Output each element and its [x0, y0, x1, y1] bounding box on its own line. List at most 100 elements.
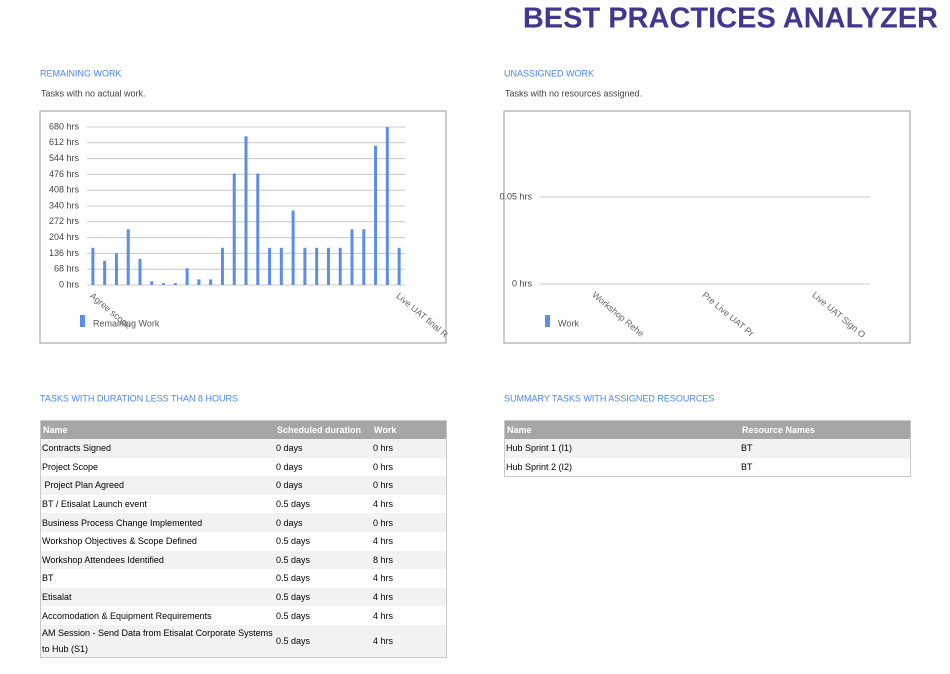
bar: [303, 247, 307, 285]
bar: [103, 260, 107, 285]
table-cell: Workshop Objectives & Scope Defined: [42, 536, 197, 547]
y-tick-label: 68 hrs: [54, 264, 80, 274]
y-tick-label: 0 hrs: [512, 278, 533, 288]
y-tick-label: 680 hrs: [49, 121, 80, 131]
table-cell: 4 hrs: [373, 573, 394, 584]
bar: [232, 173, 236, 285]
bar: [150, 281, 154, 285]
table-cell: 0.5 days: [275, 587, 372, 607]
chart-frame: [39, 110, 447, 344]
y-tick-label: 136 hrs: [49, 248, 80, 258]
table: Name Resource Names Hub Sprint 1 (I1) BT Hub…: [504, 420, 911, 478]
table-cell: Project Plan Agreed: [41, 476, 275, 495]
bar: [291, 210, 295, 285]
y-tick-label: 612 hrs: [49, 137, 80, 147]
table-cell: 4 hrs: [373, 536, 394, 547]
table-cell: 0 days: [275, 476, 372, 495]
bar: [385, 127, 389, 285]
table-cell: Workshop Attendees Identified: [41, 550, 275, 570]
table-cell: BT: [42, 573, 54, 584]
legend-swatch: [80, 315, 85, 327]
bar: [114, 253, 118, 285]
table-cell: 4 hrs: [373, 610, 394, 621]
y-tick-label: 476 hrs: [49, 169, 80, 179]
table-cell: 4 hrs: [372, 624, 446, 657]
bar: [397, 247, 401, 285]
table-grid: Name Resource Names Hub Sprint 1 (I1) BT Hub…: [505, 421, 910, 476]
report-title: BEST PRACTICES ANALYZER: [523, 3, 938, 35]
x-tick-label: Workshop Rehe: [590, 290, 646, 339]
table-cell: 0 hrs: [372, 439, 446, 458]
column-header: Scheduled duration: [275, 421, 372, 439]
bar: [185, 268, 189, 285]
table-cell: Contracts Signed: [41, 439, 275, 458]
table-grid: Name Scheduled duration Work Contracts Sign…: [41, 421, 446, 657]
y-tick-label: 340 hrs: [49, 200, 80, 210]
table-cell: BT: [740, 439, 910, 458]
table-cell: Accomodation & Equipment Requirements: [42, 610, 212, 621]
table-cell: Hub Sprint 1 (I1): [505, 439, 740, 458]
table-cell: Hub Sprint 2 (I2): [506, 461, 573, 472]
bar: [173, 283, 177, 285]
bar: [362, 229, 366, 285]
x-tick-label: Live UAT Sign O: [810, 290, 867, 340]
chart-frame: [503, 110, 911, 344]
table-cell: Project Scope: [42, 461, 99, 472]
bar: [197, 279, 201, 285]
bar: [350, 229, 354, 285]
y-tick-label: 272 hrs: [49, 216, 80, 226]
section-subtitle: Tasks with no resources assigned.: [505, 88, 642, 98]
bar: [220, 247, 224, 285]
table-cell: 0.5 days: [275, 550, 372, 570]
bar: [162, 283, 166, 285]
column-header: Work: [372, 421, 446, 439]
y-tick-label: 544 hrs: [49, 153, 80, 163]
column-header: Name: [505, 421, 740, 439]
table-cell: 0 hrs: [373, 461, 394, 472]
table-cell: 4 hrs: [372, 587, 446, 607]
table-cell: 4 hrs: [373, 499, 394, 510]
legend-label: Work: [558, 318, 579, 328]
table-cell: 0.5 days: [275, 624, 372, 657]
bar: [256, 173, 260, 285]
table-cell: 0.5 days: [276, 536, 311, 547]
table-cell: 0.5 days: [276, 499, 311, 510]
section-title: TASKS WITH DURATION LESS THAN 8 HOURS: [40, 393, 238, 403]
legend-swatch: [545, 315, 550, 327]
table-cell: Business Process Change Implemented: [41, 513, 275, 532]
table-cell: 0 days: [275, 513, 372, 532]
column-header: Name: [41, 421, 275, 439]
column-header: Resource Names: [740, 421, 910, 439]
bar: [338, 247, 342, 285]
bar: [374, 145, 378, 285]
x-tick-label: Live UAT final R: [394, 291, 450, 340]
table-cell: 8 hrs: [372, 550, 446, 570]
section-subtitle: Tasks with no actual work.: [41, 88, 146, 98]
section-title: SUMMARY TASKS WITH ASSIGNED RESOURCES: [504, 393, 714, 403]
table-cell: 0 hrs: [372, 513, 446, 532]
table-cell: BT: [741, 461, 753, 472]
x-tick-label: Pre Live UAT Pr: [700, 290, 756, 339]
y-tick-label: 0.05 hrs: [499, 191, 532, 201]
table-cell: 0 days: [276, 461, 303, 472]
section-title: UNASSIGNED WORK: [504, 68, 594, 78]
table-cell: Etisalat: [41, 587, 275, 607]
table-cell: 0 days: [275, 439, 372, 458]
y-tick-label: 204 hrs: [49, 232, 80, 242]
table-cell: 0 hrs: [372, 476, 446, 495]
bar: [279, 247, 283, 285]
bar: [138, 258, 142, 285]
bar: [91, 247, 95, 285]
table-cell: 0.5 days: [276, 610, 311, 621]
table-cell: AM Session - Send Data from Etisalat Cor…: [41, 624, 275, 657]
bar: [326, 247, 330, 285]
bar: [126, 229, 130, 285]
bar: [315, 247, 319, 285]
section-title: REMAINING WORK: [40, 68, 122, 78]
table-cell: 0.5 days: [276, 573, 311, 584]
bar: [268, 247, 272, 285]
legend-label: Remaining Work: [93, 318, 160, 328]
bar: [209, 279, 213, 285]
